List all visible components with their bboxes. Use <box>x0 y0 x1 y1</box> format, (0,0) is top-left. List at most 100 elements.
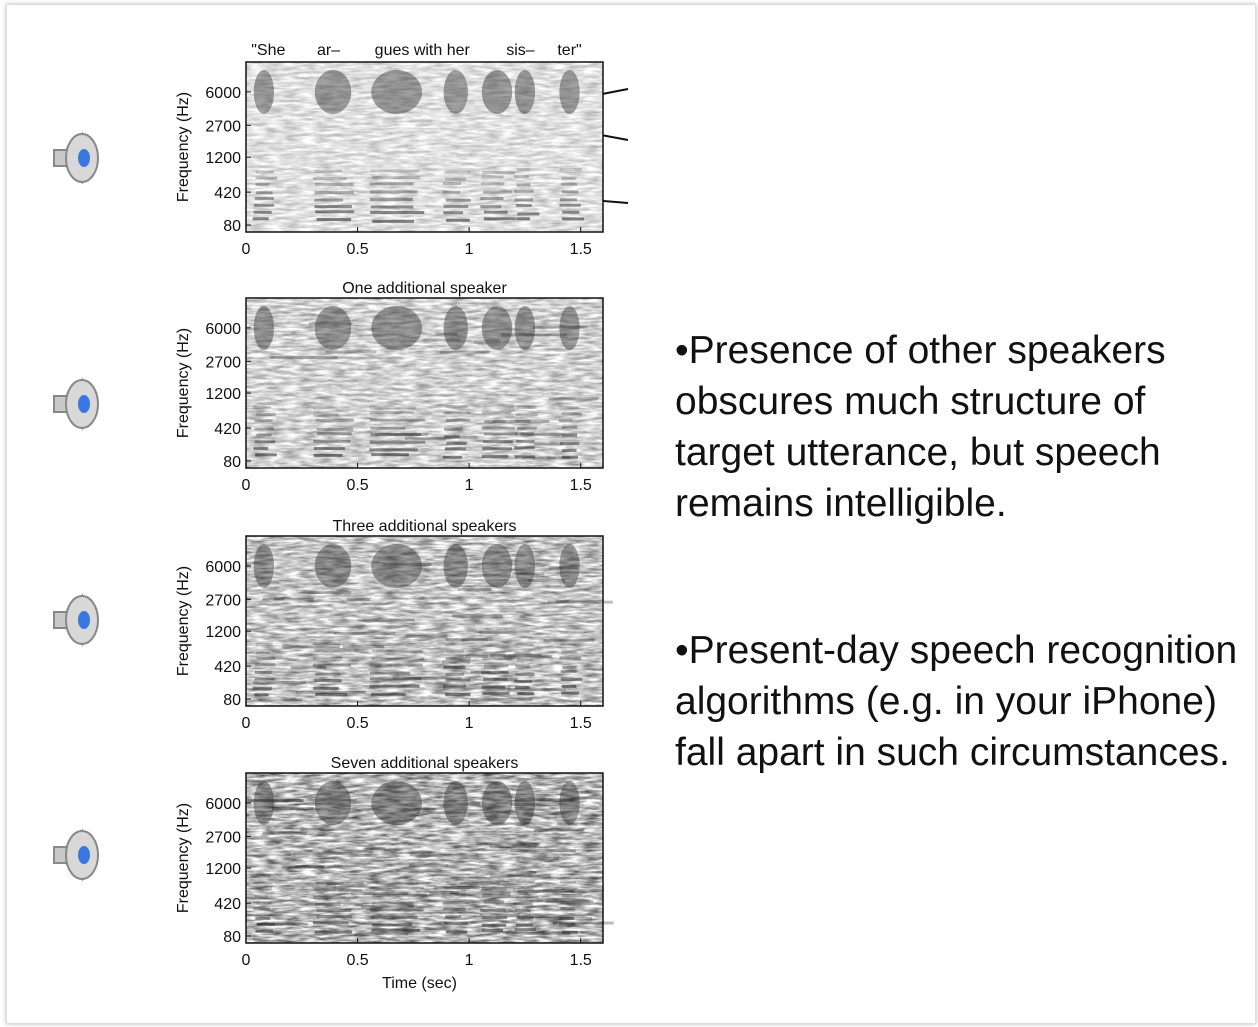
harmonic <box>442 190 461 194</box>
harmonic <box>370 908 424 912</box>
harmonic <box>562 930 578 934</box>
harmonic <box>492 419 550 423</box>
harmonic <box>254 886 273 890</box>
harmonic <box>360 905 415 909</box>
harmonic <box>293 851 353 855</box>
harmonic <box>316 217 352 221</box>
harmonic <box>503 655 553 659</box>
harmonic <box>313 439 351 443</box>
harmonic <box>434 886 480 890</box>
harmonic <box>308 591 352 595</box>
harmonic <box>515 798 577 802</box>
harmonic <box>370 211 425 215</box>
formant <box>443 544 468 588</box>
harmonic <box>445 693 471 697</box>
harmonic <box>250 798 304 802</box>
harmonic <box>316 432 352 436</box>
harmonic <box>561 217 585 221</box>
word-label: ter" <box>557 42 581 59</box>
y-tick-label: 6000 <box>205 321 241 338</box>
harmonic <box>372 219 414 223</box>
harmonic <box>562 893 582 897</box>
formant <box>253 306 274 350</box>
harmonic <box>483 210 508 214</box>
harmonic <box>270 355 338 359</box>
harmonic <box>481 887 516 891</box>
harmonic <box>354 932 409 936</box>
formant <box>559 70 580 114</box>
harmonic <box>518 915 570 919</box>
harmonic <box>314 169 343 173</box>
harmonic <box>514 908 531 912</box>
x-tick-label: 0.5 <box>346 241 368 258</box>
harmonic <box>369 448 418 452</box>
formant <box>253 781 274 825</box>
spectrogram <box>246 62 603 232</box>
formant <box>314 544 352 588</box>
harmonic <box>333 631 396 635</box>
formant <box>559 781 580 825</box>
harmonic <box>273 597 315 601</box>
harmonic <box>559 880 576 884</box>
harmonic <box>254 440 275 444</box>
harmonic <box>481 923 507 927</box>
speaker-icon[interactable] <box>53 133 99 183</box>
harmonic <box>561 190 579 194</box>
y-tick-label: 2700 <box>205 829 241 846</box>
harmonic <box>522 857 560 861</box>
harmonic <box>322 850 374 854</box>
harmonic <box>481 928 504 932</box>
harmonic <box>552 921 614 925</box>
harmonic <box>313 888 344 892</box>
harmonic <box>516 916 534 920</box>
harmonic <box>250 874 271 878</box>
harmonic <box>374 432 428 436</box>
formant <box>514 306 536 350</box>
formant <box>443 306 468 350</box>
harmonic <box>559 168 582 172</box>
speaker-icon[interactable] <box>53 595 99 645</box>
harmonic <box>520 432 577 436</box>
harmonic <box>559 441 580 445</box>
harmonic <box>253 681 306 685</box>
formant <box>514 781 536 825</box>
harmonic <box>429 891 460 895</box>
harmonic <box>533 325 588 329</box>
harmonic <box>443 455 463 459</box>
harmonic <box>547 798 575 802</box>
harmonic <box>465 654 488 658</box>
harmonic <box>392 676 462 680</box>
harmonic <box>490 874 551 878</box>
harmonic <box>560 901 575 905</box>
y-tick-label: 6000 <box>205 85 241 102</box>
speaker-icon[interactable] <box>53 830 99 880</box>
formant <box>314 306 352 350</box>
x-tick-label: 0 <box>242 241 251 258</box>
harmonic <box>501 333 568 337</box>
harmonic <box>482 691 510 695</box>
harmonic <box>482 170 515 174</box>
harmonic <box>313 447 345 451</box>
word-label: sis– <box>506 42 535 59</box>
formant <box>481 544 513 588</box>
speaker-icon[interactable] <box>53 379 99 429</box>
harmonic <box>272 807 315 811</box>
formant <box>314 781 352 825</box>
harmonic <box>562 665 577 669</box>
harmonic <box>481 916 508 920</box>
harmonic <box>255 651 270 655</box>
harmonic <box>562 448 577 452</box>
harmonic <box>483 900 505 904</box>
harmonic <box>313 453 343 457</box>
harmonic <box>350 892 409 896</box>
harmonic <box>313 177 347 181</box>
plot-frame <box>245 535 604 707</box>
harmonic <box>315 182 354 186</box>
harmonic <box>258 698 303 702</box>
harmonic <box>282 645 340 649</box>
harmonic <box>489 845 537 849</box>
harmonic <box>517 692 535 696</box>
harmonic <box>254 196 274 200</box>
harmonic <box>484 664 509 668</box>
x-tick-label: 0.5 <box>346 477 368 494</box>
